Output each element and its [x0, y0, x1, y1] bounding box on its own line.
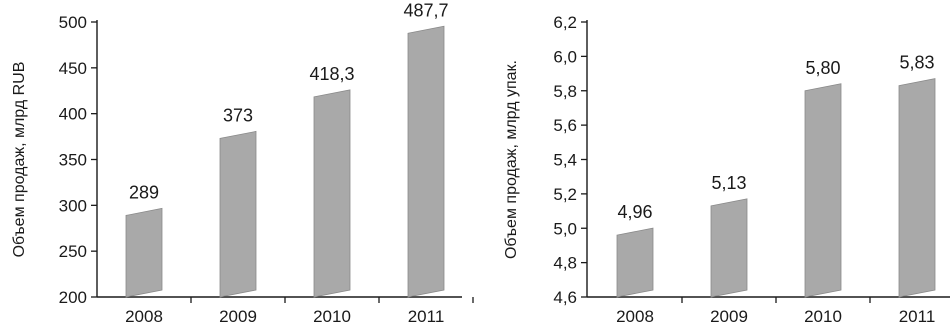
sales-rub-chart: 200 250 300 350 400 450 500 Объем продаж, млрд … — [11, 0, 474, 326]
y-tick-label: 5,4 — [553, 151, 577, 170]
data-label: 289 — [129, 182, 159, 202]
bar — [125, 207, 163, 298]
data-label: 5,80 — [805, 58, 840, 78]
y-tick-label: 5,2 — [553, 185, 577, 204]
x-tick-label: 2011 — [899, 307, 936, 326]
bar — [804, 83, 842, 298]
bar — [616, 227, 654, 298]
y-axis-title: Объем продаж, млрд RUB — [11, 62, 28, 258]
data-label: 5,83 — [899, 53, 934, 73]
y-tick-label: 5,6 — [553, 116, 577, 135]
data-label: 4,96 — [617, 202, 652, 222]
x-tick-label: 2010 — [313, 307, 351, 326]
x-tick-label: 2009 — [710, 307, 748, 326]
x-tick-label: 2009 — [219, 307, 257, 326]
data-label: 373 — [223, 105, 253, 125]
data-label: 487,7 — [403, 0, 448, 20]
y-tick-label: 450 — [59, 59, 87, 78]
y-tick-label: 300 — [59, 196, 87, 215]
bar — [710, 198, 748, 298]
y-tick-label: 4,8 — [553, 254, 577, 273]
y-tick-label: 200 — [59, 288, 87, 307]
data-label: 418,3 — [309, 64, 354, 84]
bar — [898, 78, 936, 298]
y-tick-label: 400 — [59, 105, 87, 124]
y-tick-label: 500 — [59, 13, 87, 32]
sales-packages-chart: 4,6 4,8 5,0 5,2 5,4 5,6 5,8 6,0 6,2 Объем продаж,… — [503, 13, 950, 326]
y-tick-label: 6,0 — [553, 47, 577, 66]
bar — [313, 89, 351, 298]
bar — [219, 130, 257, 298]
x-tick-label: 2011 — [408, 307, 445, 326]
x-tick-label: 2008 — [125, 307, 163, 326]
y-tick-label: 6,2 — [553, 13, 577, 32]
data-label: 5,13 — [711, 173, 746, 193]
y-tick-label: 250 — [59, 242, 87, 261]
y-axis-title: Объем продаж, млрд упак. — [503, 60, 520, 259]
x-tick-label: 2010 — [804, 307, 842, 326]
y-tick-label: 5,0 — [553, 219, 577, 238]
y-tick-label: 5,8 — [553, 82, 577, 101]
x-tick-label: 2008 — [616, 307, 654, 326]
y-tick-label: 4,6 — [553, 288, 577, 307]
y-tick-label: 350 — [59, 151, 87, 170]
bar — [407, 25, 445, 298]
